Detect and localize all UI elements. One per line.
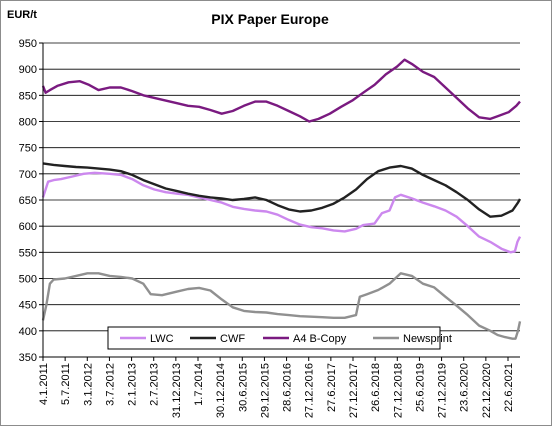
y-tick-label: 750 bbox=[19, 143, 37, 155]
series-line-a4-b-copy bbox=[41, 58, 521, 123]
x-tick-label: 3.1.2012 bbox=[82, 363, 94, 406]
y-tick-label: 550 bbox=[19, 247, 37, 259]
series-line-cwf bbox=[42, 162, 522, 218]
series-line-lwc bbox=[41, 171, 522, 254]
x-tick-label: 27.6.2017 bbox=[326, 363, 338, 412]
y-tick-label: 850 bbox=[19, 90, 37, 102]
x-tick-label: 30.12.2014 bbox=[215, 363, 227, 418]
x-tick-label: 27.12.2016 bbox=[304, 363, 316, 418]
series-line-newsprint bbox=[41, 272, 522, 340]
x-tick-label: 27.12.2019 bbox=[437, 363, 449, 418]
legend-label: Newsprint bbox=[403, 333, 452, 345]
x-axis-ticks: 4.1.2011 5.7.2011 3.1.2012 3.7.2012 2.1.2013… bbox=[38, 357, 515, 418]
x-tick-label: 29.12.2015 bbox=[259, 363, 271, 418]
x-tick-label: 23.6.2020 bbox=[459, 363, 471, 412]
x-tick-label: 31.12.2013 bbox=[171, 363, 183, 418]
x-tick-label: 26.6.2018 bbox=[370, 363, 382, 412]
y-tick-label: 700 bbox=[19, 169, 37, 181]
y-tick-label: 350 bbox=[19, 352, 37, 364]
y-tick-label: 950 bbox=[19, 38, 37, 50]
y-tick-label: 900 bbox=[19, 64, 37, 76]
y-tick-label: 600 bbox=[19, 221, 37, 233]
y-tick-label: 400 bbox=[19, 326, 37, 338]
x-tick-label: 4.1.2011 bbox=[38, 363, 50, 405]
y-tick-label: 500 bbox=[19, 274, 37, 286]
x-tick-label: 30.6.2015 bbox=[237, 363, 249, 412]
series-lines bbox=[41, 58, 522, 340]
legend-label: LWC bbox=[150, 333, 174, 345]
x-tick-label: 25.6.2019 bbox=[414, 363, 426, 412]
x-tick-label: 22.12.2020 bbox=[481, 363, 493, 418]
y-tick-label: 450 bbox=[19, 300, 37, 312]
legend-label: A4 B-Copy bbox=[293, 333, 347, 345]
legend: LWC CWF A4 B-Copy Newsprint bbox=[107, 326, 452, 350]
x-tick-label: 1.7.2014 bbox=[193, 363, 205, 406]
legend-label: CWF bbox=[220, 333, 245, 345]
x-tick-label: 5.7.2011 bbox=[60, 363, 72, 405]
x-tick-label: 2.7.2013 bbox=[149, 363, 161, 406]
chart-title: PIX Paper Europe bbox=[211, 11, 329, 27]
x-tick-label: 27.12.2018 bbox=[392, 363, 404, 418]
y-tick-label: 650 bbox=[19, 195, 37, 207]
x-tick-label: 2.1.2013 bbox=[127, 363, 139, 406]
x-tick-label: 22.6.2021 bbox=[503, 363, 515, 412]
x-tick-label: 27.12.2017 bbox=[348, 363, 360, 418]
x-tick-label: 3.7.2012 bbox=[104, 363, 116, 406]
x-tick-label: 28.6.2016 bbox=[282, 363, 294, 412]
y-tick-label: 800 bbox=[19, 117, 37, 129]
y-axis-unit-label: EUR/t bbox=[7, 9, 37, 21]
axes bbox=[42, 43, 520, 358]
y-axis-ticks: 350 400 450 500 550 600 650 700 750 800 850 900 950 bbox=[19, 38, 43, 364]
